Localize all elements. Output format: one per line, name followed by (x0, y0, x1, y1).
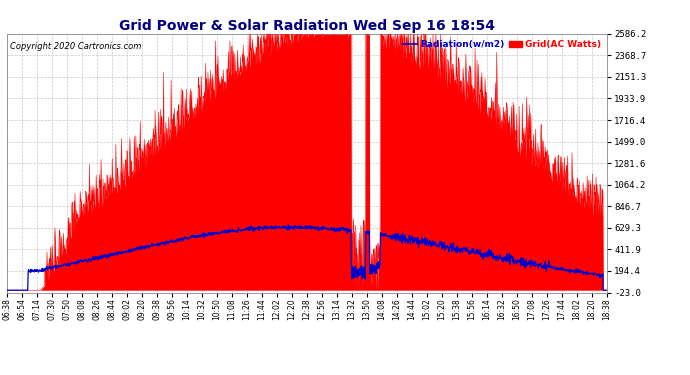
Title: Grid Power & Solar Radiation Wed Sep 16 18:54: Grid Power & Solar Radiation Wed Sep 16 … (119, 19, 495, 33)
Text: Copyright 2020 Cartronics.com: Copyright 2020 Cartronics.com (10, 42, 141, 51)
Legend: Radiation(w/m2), Grid(AC Watts): Radiation(w/m2), Grid(AC Watts) (402, 38, 602, 51)
